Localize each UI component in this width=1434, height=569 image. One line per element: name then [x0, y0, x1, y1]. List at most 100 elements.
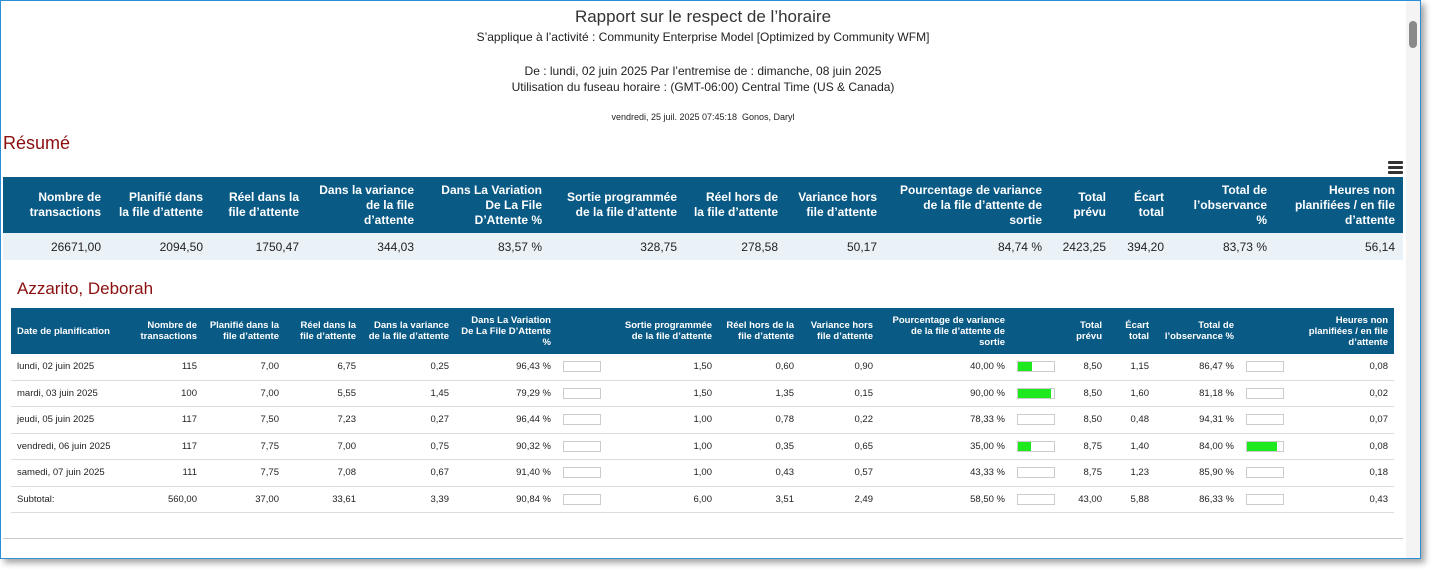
indicator-cell — [1240, 380, 1291, 407]
agent-name: Azzarito, Deborah — [17, 279, 154, 298]
cell: 43,33 % — [879, 459, 1011, 487]
column-header: Réel dans la file d’attente — [285, 308, 362, 354]
cell: 5,55 — [285, 380, 362, 407]
cell: 560,00 — [121, 486, 203, 513]
cell: 7,75 — [203, 433, 285, 460]
column-header: Planifié dans la file d’attente — [203, 308, 285, 354]
cell: 2423,25 — [1050, 233, 1114, 260]
column-header: Sortie programmée de la file d’attente — [550, 177, 685, 233]
cell: 7,23 — [285, 406, 362, 434]
data-row: jeudi, 05 juin 2025 117 7,50 7,23 0,27 96,44 … — [11, 406, 1394, 434]
cell: 100 — [121, 380, 203, 407]
cell: 7,50 — [203, 406, 285, 434]
cell: 0,65 — [800, 433, 879, 460]
cell: mardi, 03 juin 2025 — [11, 380, 121, 407]
cell: 1,50 — [607, 354, 718, 381]
cell: 5,88 — [1108, 486, 1155, 513]
timezone: Utilisation du fuseau horaire : (GMT-06:… — [511, 80, 895, 94]
cell: vendredi, 06 juin 2025 — [11, 433, 121, 460]
cell: 37,00 — [203, 486, 285, 513]
cell: 278,58 — [685, 233, 786, 260]
cell: 94,31 % — [1155, 406, 1240, 434]
column-header: Heures non planifiées / en file d’attent… — [1291, 308, 1394, 354]
indicator-cell — [557, 459, 607, 487]
column-header: Dans la variance de la file d’attente — [307, 177, 422, 233]
scroll-thumb[interactable] — [1409, 21, 1417, 48]
cell: 1,15 — [1108, 354, 1155, 381]
column-header: Date de planification — [11, 308, 121, 354]
cell: samedi, 07 juin 2025 — [11, 459, 121, 487]
summary-table: Nombre de transactions Planifié dans la f… — [3, 177, 1403, 260]
indicator-bar — [563, 414, 601, 426]
indicator-bar — [1246, 361, 1284, 373]
menu-button[interactable] — [1388, 161, 1403, 176]
indicator-bar — [1246, 414, 1284, 426]
cell: lundi, 02 juin 2025 — [11, 354, 121, 381]
indicator-cell — [1011, 459, 1063, 487]
cell: 1,00 — [607, 433, 718, 460]
indicator-bar — [1246, 387, 1284, 399]
cell: 0,07 — [1291, 406, 1394, 434]
cell: 0,25 — [362, 354, 455, 381]
cell: 90,00 % — [879, 380, 1011, 407]
indicator-cell — [1240, 486, 1291, 513]
cell: 0,08 — [1291, 433, 1394, 460]
cell: 3,51 — [718, 486, 800, 513]
subtotal-row: Subtotal: 560,00 37,00 33,61 3,39 90,84 % 6,00… — [11, 486, 1394, 513]
indicator-cell — [557, 486, 607, 513]
column-header: Heures non planifiées / en file d’attent… — [1275, 177, 1403, 233]
report-subtitle: S’applique à l’activité : Community Ente… — [476, 30, 930, 44]
cell: 8,50 — [1063, 406, 1108, 434]
indicator-cell — [557, 433, 607, 460]
column-header: Sortie programmée de la file d’attente — [607, 308, 718, 354]
cell: 1,00 — [607, 459, 718, 487]
cell: 0,27 — [362, 406, 455, 434]
cell: 1,35 — [718, 380, 800, 407]
indicator-cell — [1011, 380, 1063, 407]
cell: 0,67 — [362, 459, 455, 487]
indicator-cell — [557, 406, 607, 434]
header-row: Date de planification Nombre de transacti… — [11, 308, 1394, 354]
cell: 96,43 % — [455, 354, 557, 381]
scrollbar[interactable] — [1406, 1, 1420, 558]
indicator-cell — [1240, 406, 1291, 434]
indicator-fill — [1018, 362, 1032, 372]
indicator-cell — [1011, 406, 1063, 434]
column-header: Pourcentage de variance de la file d’att… — [879, 308, 1011, 354]
cell: 394,20 — [1114, 233, 1172, 260]
indicator-bar — [1246, 493, 1284, 505]
cell: 344,03 — [307, 233, 422, 260]
column-header: Total de l’observance % — [1172, 177, 1275, 233]
column-header: Réel hors de la file d’attente — [718, 308, 800, 354]
cell: 85,90 % — [1155, 459, 1240, 487]
cell: 50,17 — [786, 233, 885, 260]
report-title: Rapport sur le respect de l’horaire — [574, 7, 832, 26]
indicator-bar — [1017, 387, 1055, 399]
indicator-fill — [1247, 441, 1277, 451]
cell: 1,40 — [1108, 433, 1155, 460]
summary-row: 26671,00 2094,50 1750,47 344,03 83,57 % 328,7… — [3, 233, 1403, 260]
cell: 90,32 % — [455, 433, 557, 460]
cell: 111 — [121, 459, 203, 487]
cell: 0,60 — [718, 354, 800, 381]
cell: 83,73 % — [1172, 233, 1275, 260]
cell: 0,08 — [1291, 354, 1394, 381]
cell: 56,14 — [1275, 233, 1403, 260]
column-header: Écart total — [1114, 177, 1172, 233]
cell: 81,18 % — [1155, 380, 1240, 407]
cell: 1,45 — [362, 380, 455, 407]
indicator-cell — [1011, 486, 1063, 513]
cell: 26671,00 — [3, 233, 109, 260]
cell: 1,00 — [607, 406, 718, 434]
cell: 86,33 % — [1155, 486, 1240, 513]
cell: 40,00 % — [879, 354, 1011, 381]
indicator-bar — [563, 467, 601, 479]
column-header: Total prévu — [1050, 177, 1114, 233]
cell: 6,00 — [607, 486, 718, 513]
cell: 91,40 % — [455, 459, 557, 487]
cell: 90,84 % — [455, 486, 557, 513]
cell: 2094,50 — [109, 233, 211, 260]
cell: 1750,47 — [211, 233, 307, 260]
data-row: vendredi, 06 juin 2025 117 7,75 7,00 0,75 90,… — [11, 433, 1394, 460]
column-header: Variance hors file d’attente — [786, 177, 885, 233]
